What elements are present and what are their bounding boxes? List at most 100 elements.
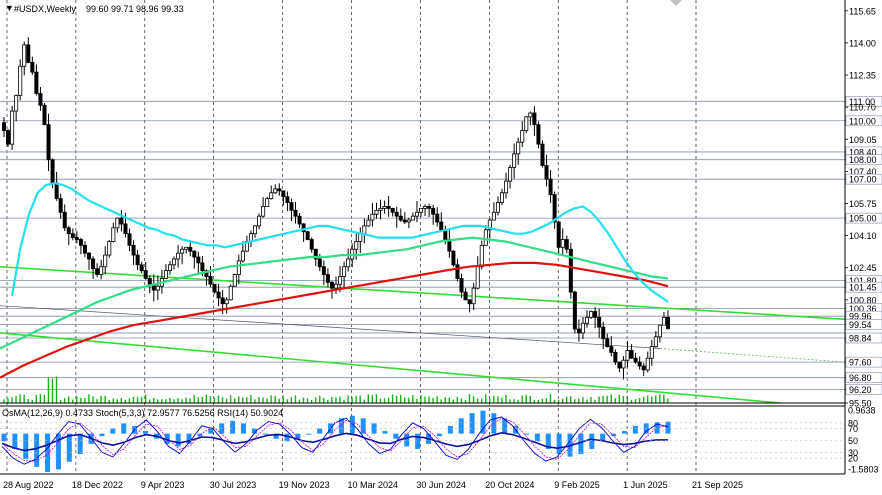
oscillator-label: 0.9638 [848,406,876,416]
osma-bar [273,433,279,439]
shift-marker-icon[interactable] [670,0,682,6]
volume-bar [371,395,374,403]
volume-bar [233,398,236,403]
volume-bar [120,398,123,403]
volume-bar [485,394,487,403]
price-label: 100.36 [849,304,877,314]
candle-body [641,365,646,371]
volume-bar [63,398,66,403]
candle-body [516,141,521,155]
osma-bar [665,421,671,434]
volume-bar [310,399,313,403]
date-label: 19 Nov 2023 [279,480,330,490]
candle-body [402,219,407,223]
volume-bar [582,397,584,403]
price-label: 111.00 [849,97,875,107]
oscillator-label: -1.5803 [848,465,879,475]
volume-bar [47,377,50,403]
volume-bar [634,399,637,403]
volume-bar [104,395,106,403]
volume-bar [15,395,17,403]
volume-bar [489,398,491,403]
volume-bar [460,398,463,403]
volume-bar [448,397,450,403]
volume-bar [529,396,531,403]
candle-body [657,324,662,338]
candle-body [483,229,488,246]
candle-body [390,207,395,213]
osma-bar [393,433,399,439]
candle-body [520,130,525,143]
candle-body [204,270,209,277]
volume-bar [379,398,382,403]
candle-body [455,264,460,279]
candle-body [427,206,432,209]
volume-bar [55,376,58,403]
volume-bar [88,394,90,403]
price-label: 108.00 [849,155,877,165]
candles [2,37,671,380]
osma-bar [338,418,344,434]
volume-bar [314,397,317,403]
candle-body [338,276,343,285]
candle-body [617,361,622,369]
volume-bar [436,396,438,403]
candle-body [609,346,614,353]
date-label: 9 Feb 2025 [554,480,600,490]
candle-body [585,316,590,324]
candle-body [285,196,290,203]
price-label: 104.10 [849,231,877,241]
candle-body [431,207,436,215]
price-label: 108.40 [849,147,877,157]
volume-bar [610,394,612,403]
price-tag-box [845,154,882,166]
volume-bar [663,394,665,403]
candle-body [46,124,51,161]
candle-body [163,270,168,279]
volume-bar [294,395,297,403]
price-label: 102.45 [849,263,877,273]
volume-bar [561,398,564,403]
volume-bar [221,397,224,403]
candle-body [653,336,658,347]
volume-bar [181,399,183,403]
volume-bar [651,396,653,403]
osma-bar [55,433,61,470]
candle-body [321,266,326,275]
volume-bar [424,396,426,403]
volume-bar [440,399,442,403]
candle-body [257,215,262,227]
price-label: 96.80 [849,373,872,383]
candle-body [192,250,197,258]
volume-bar [420,395,422,403]
volume-bar [521,395,523,403]
volume-bar [270,395,272,403]
trend-line-dotted [659,348,846,363]
osma-bar [23,433,29,460]
volume-bar [11,397,13,403]
osma-bar [186,433,192,444]
candle-body [625,350,630,361]
candle-body [487,219,492,231]
volume-bar [136,396,139,403]
volume-bar [76,396,78,403]
volume-bar [306,398,309,403]
candle-body [228,285,233,301]
candle-body [386,206,391,209]
candle-body [34,71,39,94]
candle-body [78,239,83,246]
price-label: 101.45 [849,283,877,293]
candle-body [289,202,294,211]
price-label: 99.96 [849,312,872,322]
axes [0,0,846,475]
osma-bar [654,422,660,434]
volume-bar [140,396,143,403]
trend-line-lower [0,332,781,404]
candle-body [66,227,71,235]
price-tag-box [845,96,882,107]
candle-body [410,215,415,221]
candle-body [180,248,185,254]
osma-bar [458,418,464,434]
osma-bar [600,433,606,442]
